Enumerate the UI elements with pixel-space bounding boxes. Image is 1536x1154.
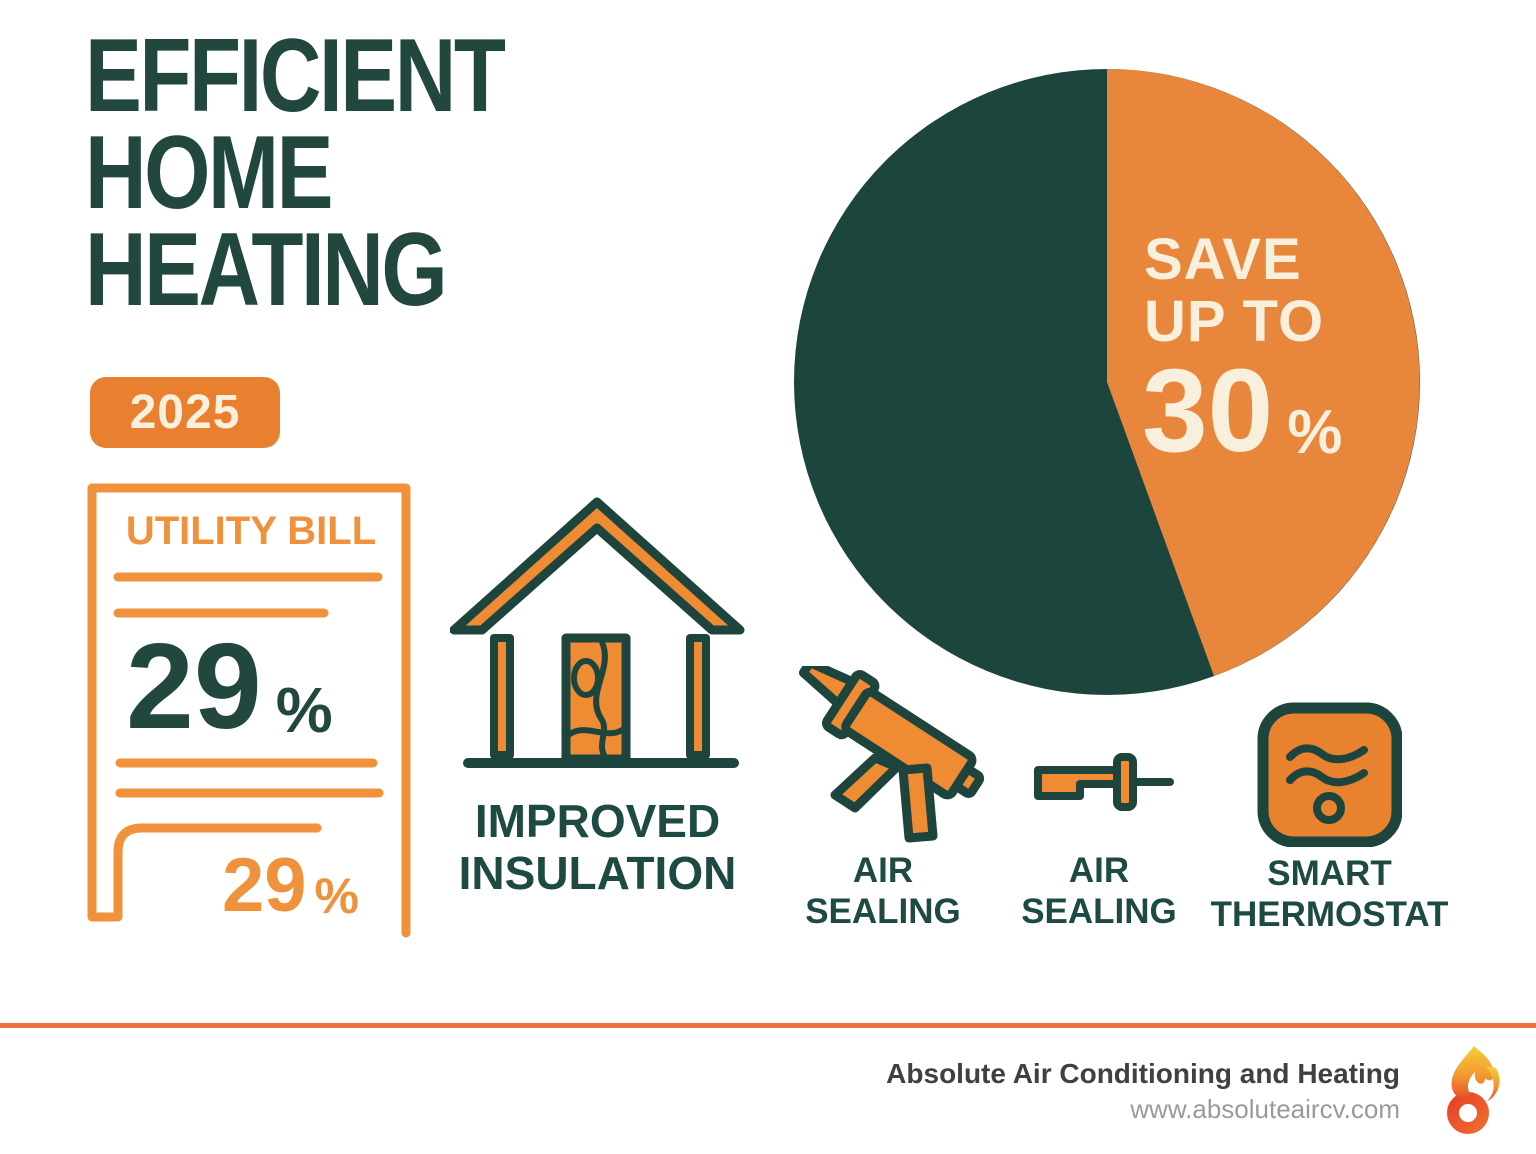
- smart-thermostat-icon: [1257, 702, 1402, 847]
- caulk-tube-body: [1034, 766, 1121, 800]
- page-title-line-1: EFFICIENT: [85, 18, 506, 134]
- thermostat-wave-2: [1286, 767, 1368, 787]
- utility-bill-main-percent-sign: %: [275, 674, 333, 746]
- label-smart-thermostat: SMART THERMOSTAT: [1202, 853, 1457, 935]
- label-air-sealing-2-line-2: SEALING: [1021, 892, 1177, 931]
- utility-bill-heading: UTILITY BILL: [125, 509, 377, 553]
- pie-caption-line-2: UP TO: [1144, 289, 1325, 354]
- year-badge-label: 2025: [129, 386, 241, 439]
- label-air-sealing-2-line-1: AIR: [1068, 851, 1130, 890]
- footer-divider: [0, 1023, 1536, 1028]
- pie-slice-orange: [1107, 69, 1420, 676]
- caulk-gun-icon: [798, 666, 985, 843]
- utility-bill-secondary-number: 29: [222, 843, 307, 928]
- pie-caption-line-1: SAVE: [1144, 227, 1302, 292]
- caulk-tube-icon: [1034, 753, 1174, 811]
- door-wood-grain-curve-2: [567, 727, 625, 737]
- pie-value-percent-sign: %: [1287, 398, 1343, 467]
- pie-value-number: 30: [1142, 345, 1274, 477]
- door-wood-grain-curve: [593, 639, 608, 758]
- label-air-sealing-1-line-2: SEALING: [805, 892, 961, 931]
- caulk-gun-handle: [830, 753, 902, 813]
- label-smart-thermostat-line-2: THERMOSTAT: [1210, 895, 1449, 934]
- page-title: EFFICIENT HOME HEATING: [85, 18, 506, 328]
- footer-company-name: Absolute Air Conditioning and Heating: [886, 1058, 1400, 1089]
- utility-bill-icon: [87, 483, 411, 938]
- house-right-wall: [686, 634, 710, 759]
- house-insulation-icon: [450, 497, 745, 768]
- caulk-gun-knob: [953, 765, 985, 798]
- house-roof: [450, 497, 745, 635]
- utility-bill-secondary-percent-sign: %: [314, 868, 360, 924]
- utility-bill-main-number: 29: [126, 618, 262, 754]
- flame-logo-icon: [1447, 1046, 1500, 1134]
- utility-bill-main-value: 29 %: [126, 625, 333, 747]
- thermostat-dial: [1313, 792, 1345, 824]
- label-air-sealing-1-line-1: AIR: [852, 851, 914, 890]
- label-improved-insulation: IMPROVED INSULATION: [445, 795, 750, 899]
- year-badge: 2025: [90, 377, 280, 448]
- label-smart-thermostat-line-1: SMART: [1267, 854, 1392, 893]
- page-title-line-2: HOME: [85, 115, 333, 231]
- house-left-wall: [490, 634, 514, 759]
- thermostat-body: [1257, 702, 1402, 847]
- caulk-gun-trigger-leg: [898, 763, 938, 843]
- flame-body: [1451, 1046, 1494, 1099]
- bill-outline: [87, 483, 411, 938]
- label-improved-insulation-line-1: IMPROVED: [474, 795, 721, 847]
- flame-ring: [1447, 1092, 1489, 1134]
- utility-bill-secondary-value: 29 %: [222, 848, 359, 924]
- label-air-sealing-1: AIR SEALING: [783, 850, 983, 932]
- thermostat-wave-1: [1286, 744, 1368, 764]
- label-improved-insulation-line-2: INSULATION: [458, 847, 737, 899]
- page-title-line-3: HEATING: [85, 212, 448, 328]
- pie-value: 30 %: [1142, 352, 1342, 470]
- savings-pie-chart: [794, 69, 1420, 695]
- flame-wisp: [1486, 1066, 1500, 1101]
- label-air-sealing-2: AIR SEALING: [999, 850, 1199, 932]
- footer-website-url: www.absoluteaircv.com: [1130, 1094, 1400, 1124]
